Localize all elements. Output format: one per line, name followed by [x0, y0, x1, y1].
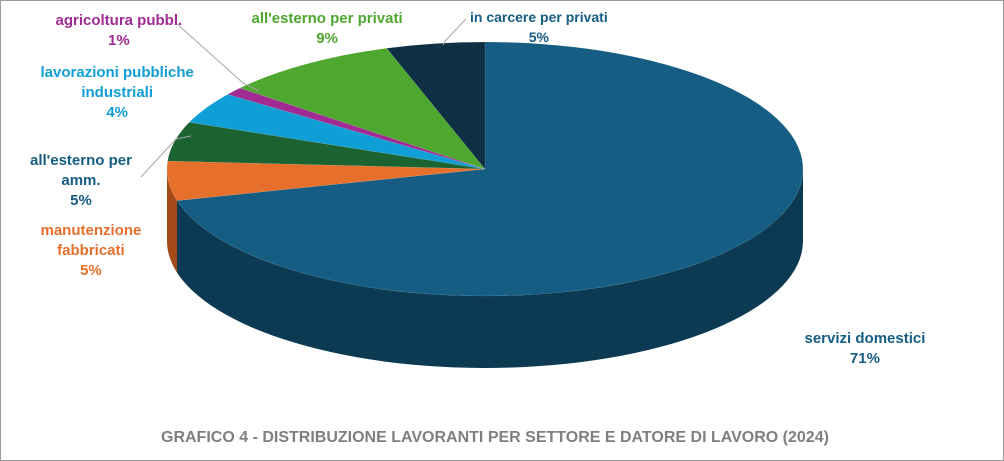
label-name-all-esterno-per-amm: amm.: [61, 172, 101, 189]
pie-slice-servizi-domestici: [176, 41, 804, 297]
pie-side-manutenzione-fabbricati: [167, 169, 177, 273]
label-name-agricoltura-pubbl: agricoltura pubbl.: [55, 12, 183, 29]
pie-slice-in-carcere-per-privati: [386, 41, 486, 170]
label-agricoltura-pubbl: agricoltura pubbl. 1%: [56, 11, 183, 51]
label-name-lavorazioni-pubbliche-industriali: industriali: [81, 84, 154, 101]
label-value-manutenzione-fabbricati: 5%: [80, 262, 102, 279]
pie-slice-lavorazioni-pubbliche-industriali: [188, 94, 486, 170]
pie-sides: [167, 169, 804, 368]
label-name-all-esterno-per-privati: all'esterno per privati: [251, 10, 403, 27]
label-all-esterno-per-amm: all'esterno per amm. 5%: [30, 151, 132, 211]
leader-line-all-esterno-per-amm: [140, 135, 192, 178]
label-value-all-esterno-per-amm: 5%: [70, 192, 92, 209]
leader-lines: [140, 18, 467, 178]
label-name-in-carcere-per-privati: in carcere per privati: [470, 9, 608, 25]
pie-slice-all-esterno-per-privati: [239, 47, 486, 170]
label-name-manutenzione-fabbricati: manutenzione: [40, 222, 142, 239]
chart-title: GRAFICO 4 - DISTRIBUZIONE LAVORANTI PER …: [161, 429, 829, 446]
label-value-in-carcere-per-privati: 5%: [528, 29, 549, 45]
label-servizi-domestici: servizi domestici 71%: [805, 329, 926, 369]
label-all-esterno-per-privati: all'esterno per privati 9%: [252, 9, 403, 49]
label-value-servizi-domestici: 71%: [849, 350, 880, 367]
pie-side-servizi-domestici: [176, 169, 804, 368]
label-value-lavorazioni-pubbliche-industriali: 4%: [106, 104, 129, 121]
leader-line-in-carcere-per-privati: [442, 18, 467, 46]
label-in-carcere-per-privati: in carcere per privati 5%: [470, 7, 608, 47]
label-lavorazioni-pubbliche-industriali: lavorazioni pubbliche industriali 4%: [41, 63, 194, 123]
label-name-all-esterno-per-amm: all'esterno per: [30, 152, 132, 169]
label-name-manutenzione-fabbricati: fabbricati: [57, 242, 125, 259]
label-name-lavorazioni-pubbliche-industriali: lavorazioni pubbliche: [40, 64, 194, 81]
pie-slices: [166, 41, 804, 297]
leader-line-agricoltura-pubbl: [175, 22, 260, 92]
label-value-all-esterno-per-privati: 9%: [316, 30, 338, 47]
pie-slice-manutenzione-fabbricati: [166, 160, 486, 201]
pie-slice-all-esterno-per-amm: [167, 121, 486, 170]
label-value-agricoltura-pubbl: 1%: [108, 32, 130, 49]
label-manutenzione-fabbricati: manutenzione fabbricati 5%: [41, 221, 142, 281]
pie-slice-agricoltura-pubbl: [227, 87, 486, 170]
label-name-servizi-domestici: servizi domestici: [804, 330, 926, 347]
